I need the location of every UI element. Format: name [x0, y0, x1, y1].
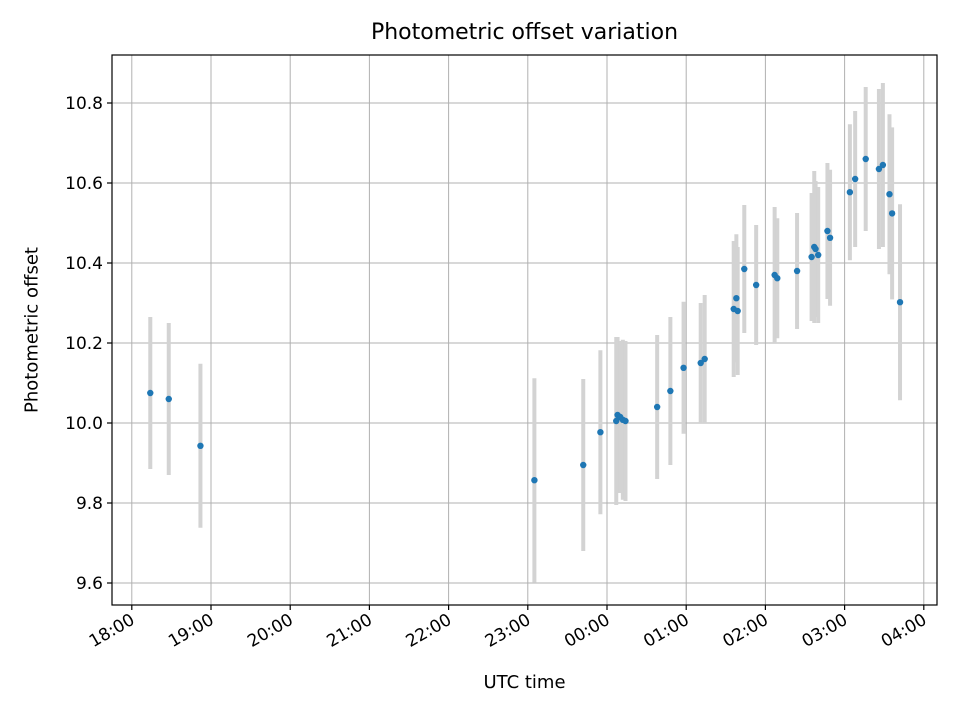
data-point — [680, 364, 687, 371]
data-point — [851, 175, 859, 183]
data-point — [826, 234, 834, 241]
data-point — [875, 165, 883, 173]
data-point — [808, 253, 815, 261]
data-point — [888, 210, 896, 217]
data-point — [733, 295, 740, 302]
x-tick-label: 02:00 — [719, 610, 771, 652]
y-tick-label: 10.0 — [65, 414, 103, 434]
y-tick-label: 9.6 — [76, 574, 103, 594]
x-tick-label: 22:00 — [403, 610, 455, 652]
data-point — [752, 281, 760, 289]
data-point — [879, 161, 887, 169]
y-tick-label: 10.6 — [65, 174, 103, 194]
data-point — [886, 191, 893, 198]
data-point — [734, 307, 741, 315]
data-point — [147, 389, 154, 397]
data-point — [896, 299, 904, 306]
data-point — [165, 395, 172, 403]
x-tick-label: 00:00 — [561, 610, 613, 652]
data-point — [812, 245, 819, 253]
y-tick-label: 10.8 — [65, 94, 103, 114]
y-tick-label: 10.2 — [65, 334, 103, 354]
data-point — [741, 265, 748, 273]
data-point — [862, 155, 869, 163]
data-point — [667, 387, 674, 395]
data-point — [824, 227, 831, 235]
x-tick-label: 03:00 — [799, 610, 851, 652]
data-point — [622, 417, 629, 425]
data-point — [653, 403, 661, 411]
y-axis-label: Photometric offset — [21, 247, 43, 413]
chart-title: Photometric offset variation — [370, 20, 679, 45]
y-tick-label: 10.4 — [65, 254, 103, 274]
data-point — [793, 267, 801, 275]
x-tick-label: 20:00 — [244, 610, 296, 652]
data-point — [597, 429, 604, 436]
data-point — [701, 355, 708, 363]
x-tick-label: 21:00 — [323, 610, 375, 652]
data-point — [580, 461, 587, 469]
y-tick-label: 9.8 — [76, 494, 103, 514]
axes-frame — [111, 54, 938, 606]
x-tick-label: 01:00 — [640, 610, 692, 652]
x-tick-label: 18:00 — [86, 610, 138, 652]
x-tick-label: 19:00 — [165, 610, 217, 652]
data-point — [774, 275, 781, 282]
x-tick-label: 23:00 — [482, 610, 534, 652]
data-point — [815, 251, 822, 259]
x-axis-label: UTC time — [483, 672, 566, 693]
data-point — [197, 442, 204, 449]
data-point — [697, 359, 704, 367]
data-point — [613, 417, 620, 425]
data-point — [846, 189, 854, 196]
x-tick-label: 04:00 — [878, 610, 930, 652]
data-point — [531, 477, 538, 484]
